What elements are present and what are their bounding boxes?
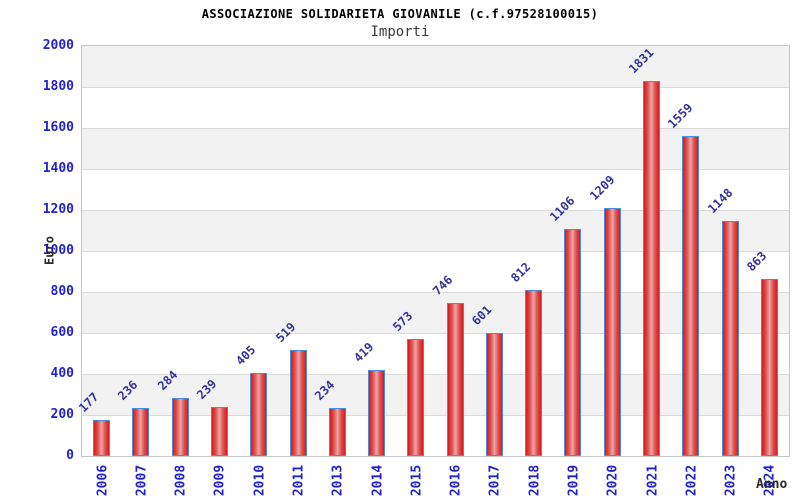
bar-2019: [564, 229, 582, 456]
plot-band: [82, 87, 789, 128]
x-tick-label: 2020: [605, 464, 621, 497]
x-tick-label: 2008: [173, 464, 189, 497]
bar-2017: [485, 332, 503, 456]
y-axis-title: Euro: [42, 236, 57, 265]
y-tick-label: 600: [50, 325, 74, 340]
bar-2022: [682, 136, 700, 456]
x-tick-label: 2016: [448, 464, 464, 497]
x-tick-label: 2010: [252, 464, 268, 497]
bar-2023: [721, 220, 739, 456]
bar-2006: [93, 419, 111, 456]
y-tick-label: 1000: [42, 243, 74, 258]
bar-2007: [132, 407, 150, 456]
x-tick-label: 2023: [723, 464, 739, 497]
x-tick-label: 2018: [527, 464, 543, 497]
x-tick-label: 2014: [370, 464, 386, 497]
x-tick-label: 2006: [95, 464, 111, 497]
chart-title: ASSOCIAZIONE SOLIDARIETA GIOVANILE (c.f.…: [201, 7, 599, 21]
plot-band: [82, 415, 789, 456]
bar-2024: [760, 279, 778, 456]
bar-2016: [446, 303, 464, 456]
gridline: [82, 415, 789, 416]
x-tick-label: 2011: [291, 464, 307, 497]
x-axis-title: Anno: [756, 477, 788, 492]
y-tick-label: 1400: [42, 161, 74, 176]
x-tick-label: 2017: [487, 464, 503, 497]
bar-2008: [171, 397, 189, 456]
gridline: [82, 210, 789, 211]
y-tick-label: 2000: [42, 38, 74, 53]
bar-2015: [407, 338, 425, 456]
plot-band: [82, 374, 789, 415]
plot-band: [82, 210, 789, 251]
y-tick-label: 0: [66, 448, 74, 463]
bar-2018: [525, 289, 543, 456]
x-tick-label: 2021: [645, 464, 661, 497]
y-tick-label: 400: [50, 366, 74, 381]
bar-2021: [643, 80, 661, 456]
y-tick-label: 1600: [42, 120, 74, 135]
y-tick-label: 1800: [42, 79, 74, 94]
gridline: [82, 333, 789, 334]
bar-2014: [368, 370, 386, 456]
plot-band: [82, 251, 789, 292]
x-tick-label: 2015: [409, 464, 425, 497]
x-tick-label: 2013: [330, 464, 346, 497]
chart-subtitle: Importi: [370, 24, 430, 40]
x-tick-label: 2019: [566, 464, 582, 497]
plot-band: [82, 292, 789, 333]
plot-area: 177 236 284 239 405 519 234 419 573 746 601 812 1106…: [76, 45, 790, 457]
x-tick-label: 2007: [134, 464, 150, 497]
x-tick-label: 2009: [212, 464, 228, 497]
plot-band: [82, 169, 789, 210]
bar-2011: [289, 349, 307, 456]
bar-2020: [603, 208, 621, 456]
x-tick-label: 2022: [684, 464, 700, 497]
y-tick-label: 1200: [42, 202, 74, 217]
bar-2010: [250, 372, 268, 456]
gridline: [82, 87, 789, 88]
gridline: [82, 292, 789, 293]
gridline: [82, 251, 789, 252]
plot-band: [82, 333, 789, 374]
gridline: [82, 374, 789, 375]
y-tick-label: 200: [50, 407, 74, 422]
bar-2009: [210, 407, 228, 456]
y-tick-label: 800: [50, 284, 74, 299]
gridline: [82, 169, 789, 170]
plot-band: [82, 128, 789, 169]
plot-band: [82, 46, 789, 87]
bar-2013: [328, 408, 346, 456]
gridline: [82, 128, 789, 129]
